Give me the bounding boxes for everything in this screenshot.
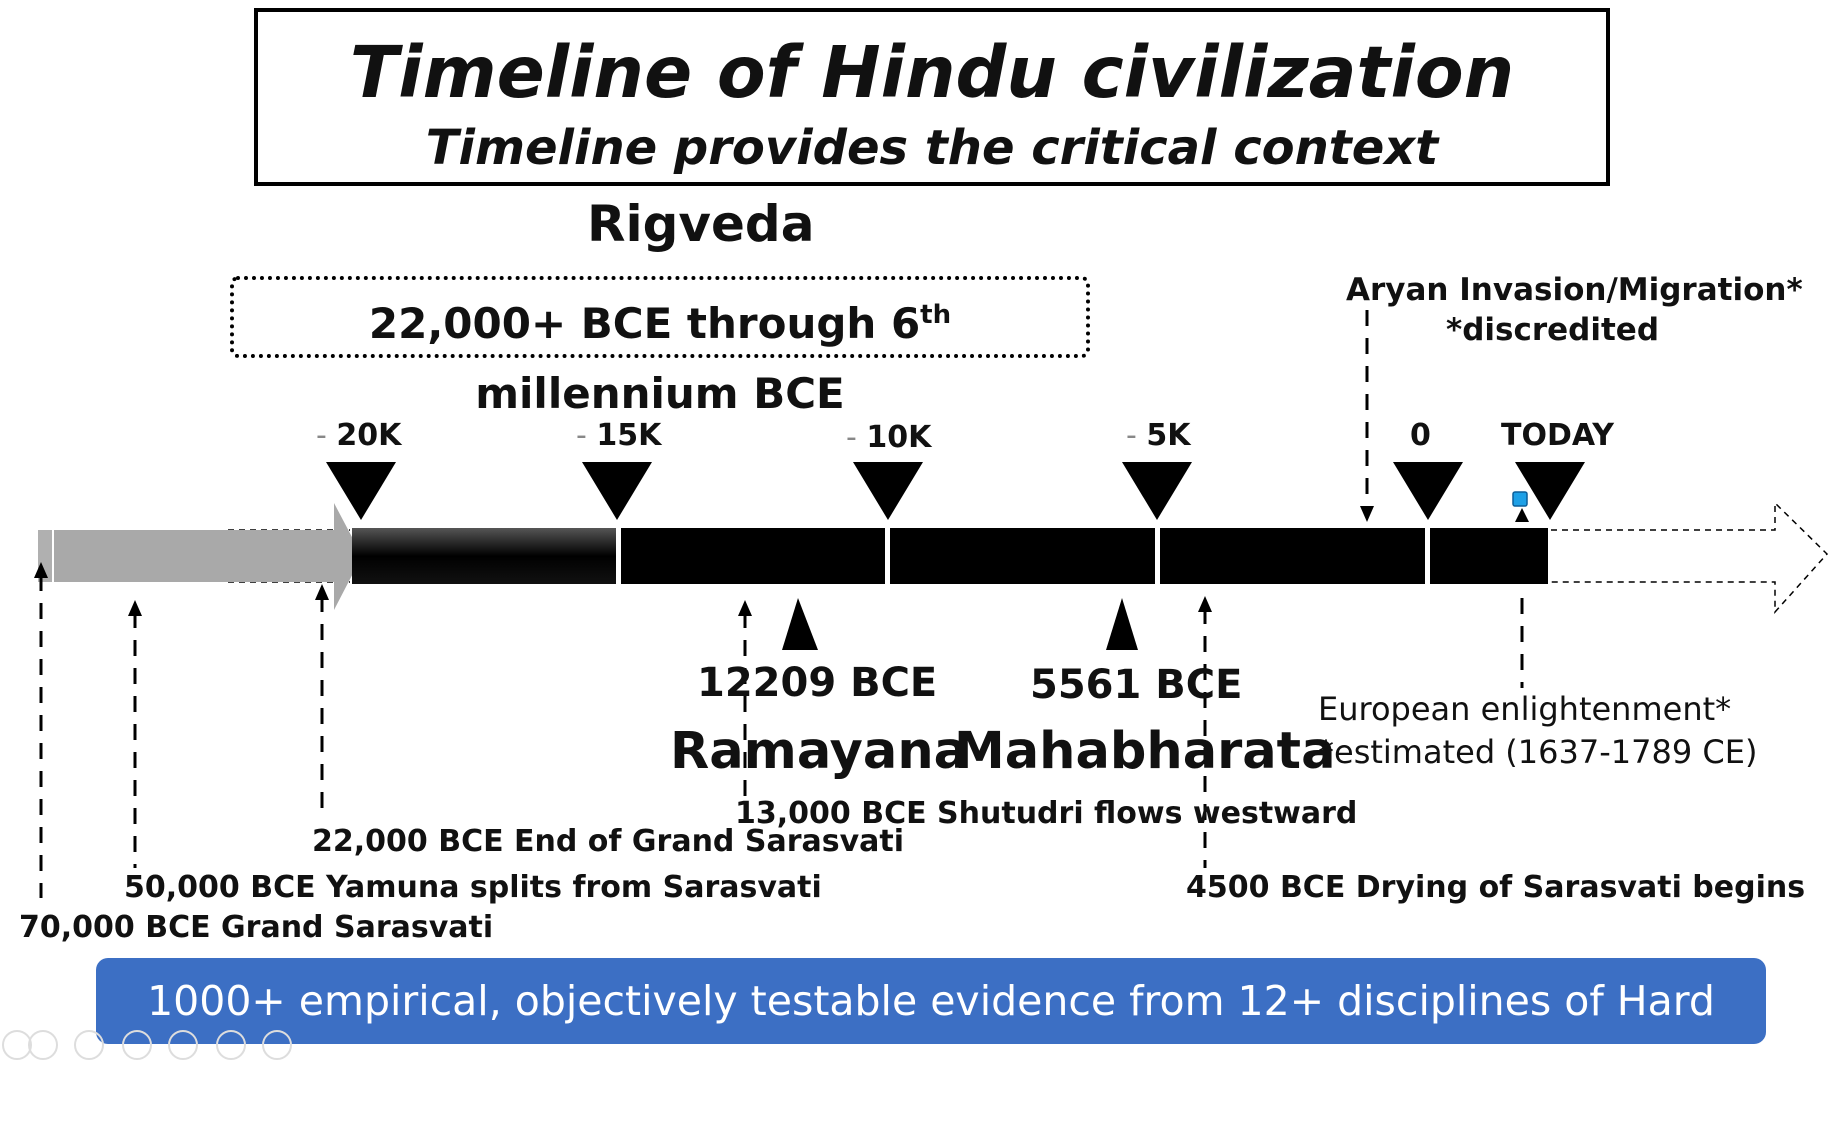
- tick-label-15k: - 15K: [576, 418, 662, 453]
- aryan-discredited-label: *discredited: [1446, 312, 1660, 348]
- tick-label-today: TODAY: [1501, 418, 1614, 453]
- future-arrow-outline: [1540, 501, 1829, 614]
- mahabharata-year: 5561 BCE: [1030, 662, 1243, 708]
- note-end-sarasvati: 22,000 BCE End of Grand Sarasvati: [312, 824, 905, 859]
- tick-triangle-5k: [1122, 462, 1192, 520]
- tick-triangle-zero: [1393, 462, 1463, 520]
- timeline-segment-4: [1160, 528, 1425, 584]
- rigveda-range-sup: th: [920, 300, 952, 330]
- timeline-segment-2: [621, 528, 885, 584]
- aryan-label: Aryan Invasion/Migration*: [1346, 272, 1803, 308]
- rigveda-range-text: 22,000+ BCE through 6: [368, 299, 921, 348]
- european-enlightenment-estimate: *estimated (1637-1789 CE): [1318, 733, 1758, 771]
- tick-label-10k: - 10K: [846, 420, 932, 455]
- ramayana-triangle: [782, 598, 818, 650]
- rigveda-range-tail: millennium BCE: [475, 369, 845, 418]
- tick-label-20k: - 20K: [316, 418, 402, 453]
- rigveda-label: Rigveda: [587, 195, 815, 253]
- rigveda-range-box: 22,000+ BCE through 6th millennium BCE: [230, 276, 1090, 418]
- european-enlightenment-label: European enlightenment*: [1318, 690, 1732, 728]
- timeline-segment-1: [352, 528, 616, 584]
- note-shutudri: 13,000 BCE Shutudri flows westward: [735, 796, 1358, 831]
- timeline-segment-3: [890, 528, 1155, 584]
- slideshow-grid-icon[interactable]: [122, 1030, 152, 1060]
- slideshow-play-icon[interactable]: [28, 1030, 58, 1060]
- note-grand-sarasvati: 70,000 BCE Grand Sarasvati: [19, 910, 494, 945]
- tick-triangle-20k: [326, 462, 396, 520]
- slideshow-more-icon[interactable]: [262, 1030, 292, 1060]
- timeline-graphic: [34, 310, 1829, 898]
- note-yamuna: 50,000 BCE Yamuna splits from Sarasvati: [124, 870, 822, 905]
- slideshow-subtitle-icon[interactable]: [216, 1030, 246, 1060]
- page-title: Timeline of Hindu civilization: [349, 31, 1515, 114]
- ramayana-label: Ramayana: [670, 722, 969, 781]
- past-arrow: [54, 503, 362, 610]
- note-drying: 4500 BCE Drying of Sarasvati begins: [1186, 870, 1806, 905]
- tick-triangle-10k: [853, 462, 923, 520]
- slideshow-pen-icon[interactable]: [74, 1030, 104, 1060]
- title-box: Timeline of Hindu civilization Timeline …: [254, 8, 1610, 186]
- page-subtitle: Timeline provides the critical context: [425, 120, 1439, 176]
- evidence-banner: 1000+ empirical, objectively testable ev…: [96, 958, 1766, 1111]
- ramayana-year: 12209 BCE: [697, 660, 938, 706]
- tick-label-zero: 0: [1410, 418, 1431, 453]
- timeline-segment-5: [1430, 528, 1548, 584]
- mahabharata-triangle: [1106, 598, 1138, 650]
- mahabharata-label: Mahabharata: [954, 722, 1336, 781]
- slideshow-zoom-icon[interactable]: [168, 1030, 198, 1060]
- tick-label-5k: - 5K: [1126, 418, 1191, 453]
- slide: Timeline of Hindu civilization Timeline …: [2, 8, 1829, 1111]
- tick-triangle-15k: [582, 462, 652, 520]
- enlightenment-marker: [1512, 491, 1528, 507]
- tick-triangle-today: [1515, 462, 1585, 520]
